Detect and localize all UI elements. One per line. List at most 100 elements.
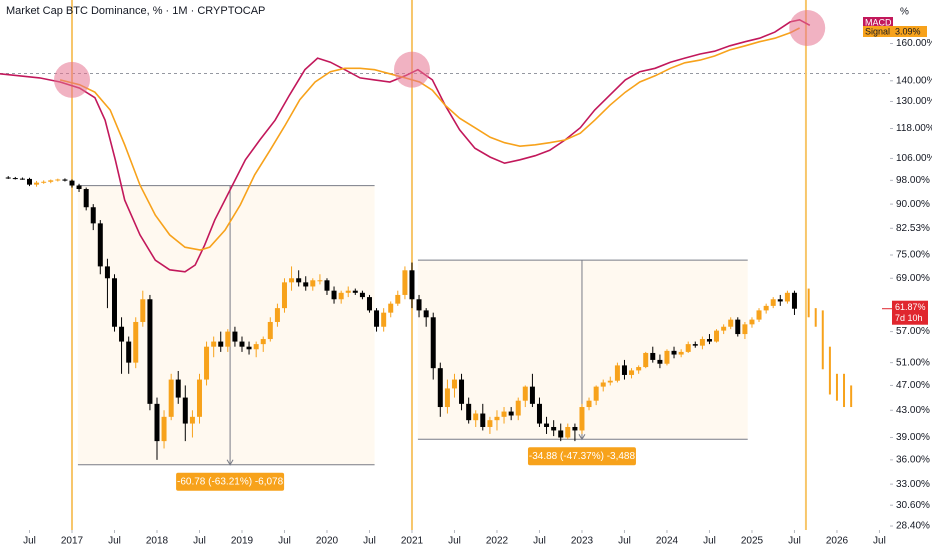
x-tick-label: 2018 bbox=[146, 536, 169, 547]
candle-body bbox=[572, 426, 578, 431]
candle-body bbox=[331, 290, 337, 300]
candle-body bbox=[791, 292, 797, 309]
candle-body bbox=[232, 331, 238, 342]
measure-label-box bbox=[176, 472, 285, 491]
candle-body bbox=[593, 386, 599, 401]
candle-body bbox=[359, 292, 365, 298]
candle-body bbox=[735, 319, 741, 335]
candle-body bbox=[643, 352, 649, 368]
measure-area bbox=[77, 185, 375, 465]
candle-body bbox=[83, 189, 89, 208]
candle-body bbox=[586, 400, 592, 408]
candle-body bbox=[395, 294, 401, 304]
candle-body bbox=[459, 379, 465, 404]
legend-signal: Signal bbox=[865, 26, 890, 36]
candle-body bbox=[90, 207, 96, 224]
y-tick-label: 106.00% bbox=[896, 153, 932, 164]
candle-body bbox=[621, 365, 627, 375]
y-tick-label: 82.53% bbox=[896, 223, 930, 234]
candle-body bbox=[721, 326, 727, 331]
x-tick-label: 2017 bbox=[61, 536, 84, 547]
candle-body bbox=[416, 299, 422, 311]
x-tick-label: Jul bbox=[363, 536, 376, 547]
candle-body bbox=[579, 407, 585, 431]
y-tick-label: 118.00% bbox=[896, 123, 932, 134]
candle-body bbox=[466, 403, 472, 421]
x-tick-label: 2023 bbox=[571, 536, 594, 547]
candle-body bbox=[444, 388, 450, 408]
highlight-circle bbox=[789, 10, 826, 47]
candle-body bbox=[614, 365, 620, 381]
y-tick-label: 98.00% bbox=[896, 175, 930, 186]
candle-body bbox=[281, 282, 287, 309]
candle-body bbox=[636, 367, 642, 371]
candle-body bbox=[777, 299, 783, 302]
candle-body bbox=[119, 326, 125, 342]
candle-body bbox=[204, 346, 210, 380]
last-price-label: 61.87% bbox=[895, 302, 926, 312]
candle-body bbox=[310, 280, 316, 287]
y-tick-label: 140.00% bbox=[896, 75, 932, 86]
candle-body bbox=[756, 310, 762, 320]
candle-body bbox=[69, 180, 75, 186]
candle-body bbox=[437, 368, 443, 408]
x-tick-label: Jul bbox=[788, 536, 801, 547]
x-tick-label: Jul bbox=[873, 536, 886, 547]
background-layer bbox=[0, 0, 890, 530]
price-axis-background bbox=[890, 0, 932, 550]
candle-body bbox=[168, 379, 174, 417]
candle-body bbox=[657, 359, 663, 364]
candle-body bbox=[600, 382, 606, 387]
chart-title: Market Cap BTC Dominance, % · 1M · CRYPT… bbox=[6, 5, 265, 17]
candle-body bbox=[784, 292, 790, 302]
candle-body bbox=[5, 177, 11, 179]
candle-body bbox=[324, 280, 330, 291]
candle-body bbox=[225, 331, 231, 347]
x-tick-label: Jul bbox=[703, 536, 716, 547]
candle-body bbox=[742, 324, 748, 335]
y-tick-label: 51.00% bbox=[896, 357, 930, 368]
x-tick-label: Jul bbox=[448, 536, 461, 547]
x-tick-label: 2026 bbox=[826, 536, 849, 547]
legend-macd-box bbox=[863, 17, 893, 28]
candle-body bbox=[26, 178, 32, 185]
candle-body bbox=[423, 310, 429, 318]
candle-body bbox=[678, 351, 684, 355]
candle-body bbox=[629, 370, 635, 375]
candle-body bbox=[409, 270, 415, 300]
candle-body bbox=[260, 339, 266, 345]
candle-body bbox=[565, 426, 571, 438]
x-tick-label: Jul bbox=[278, 536, 291, 547]
x-tick-label: 2020 bbox=[316, 536, 339, 547]
y-tick-label: 47.00% bbox=[896, 380, 930, 391]
candle-body bbox=[246, 346, 252, 350]
candle-body bbox=[182, 397, 188, 424]
measure-label: -34.88 (-47.37%) -3,488 bbox=[529, 451, 636, 462]
candle-body bbox=[374, 310, 380, 327]
candle-body bbox=[76, 185, 82, 190]
candle-body bbox=[430, 317, 436, 369]
x-tick-label: Jul bbox=[23, 536, 36, 547]
countdown-label: 7d 10h bbox=[895, 313, 923, 323]
candle-body bbox=[671, 350, 677, 355]
candle-body bbox=[34, 182, 40, 185]
candle-body bbox=[317, 280, 323, 282]
candle-body bbox=[699, 339, 705, 346]
x-tick-label: 2025 bbox=[741, 536, 764, 547]
candle-body bbox=[296, 278, 302, 283]
candle-body bbox=[770, 299, 776, 306]
candle-body bbox=[706, 339, 712, 342]
candle-body bbox=[508, 411, 514, 416]
last-price-box bbox=[892, 300, 928, 325]
candle-body bbox=[12, 178, 18, 180]
candle-body bbox=[104, 266, 110, 279]
y-tick-label: 28.40% bbox=[896, 521, 930, 532]
candle-body bbox=[494, 416, 500, 421]
candle-body bbox=[154, 403, 160, 442]
candle-body bbox=[196, 379, 202, 417]
candle-body bbox=[253, 344, 259, 350]
y-tick-label: 69.00% bbox=[896, 273, 930, 284]
candle-body bbox=[352, 290, 358, 293]
candle-body bbox=[239, 341, 245, 347]
